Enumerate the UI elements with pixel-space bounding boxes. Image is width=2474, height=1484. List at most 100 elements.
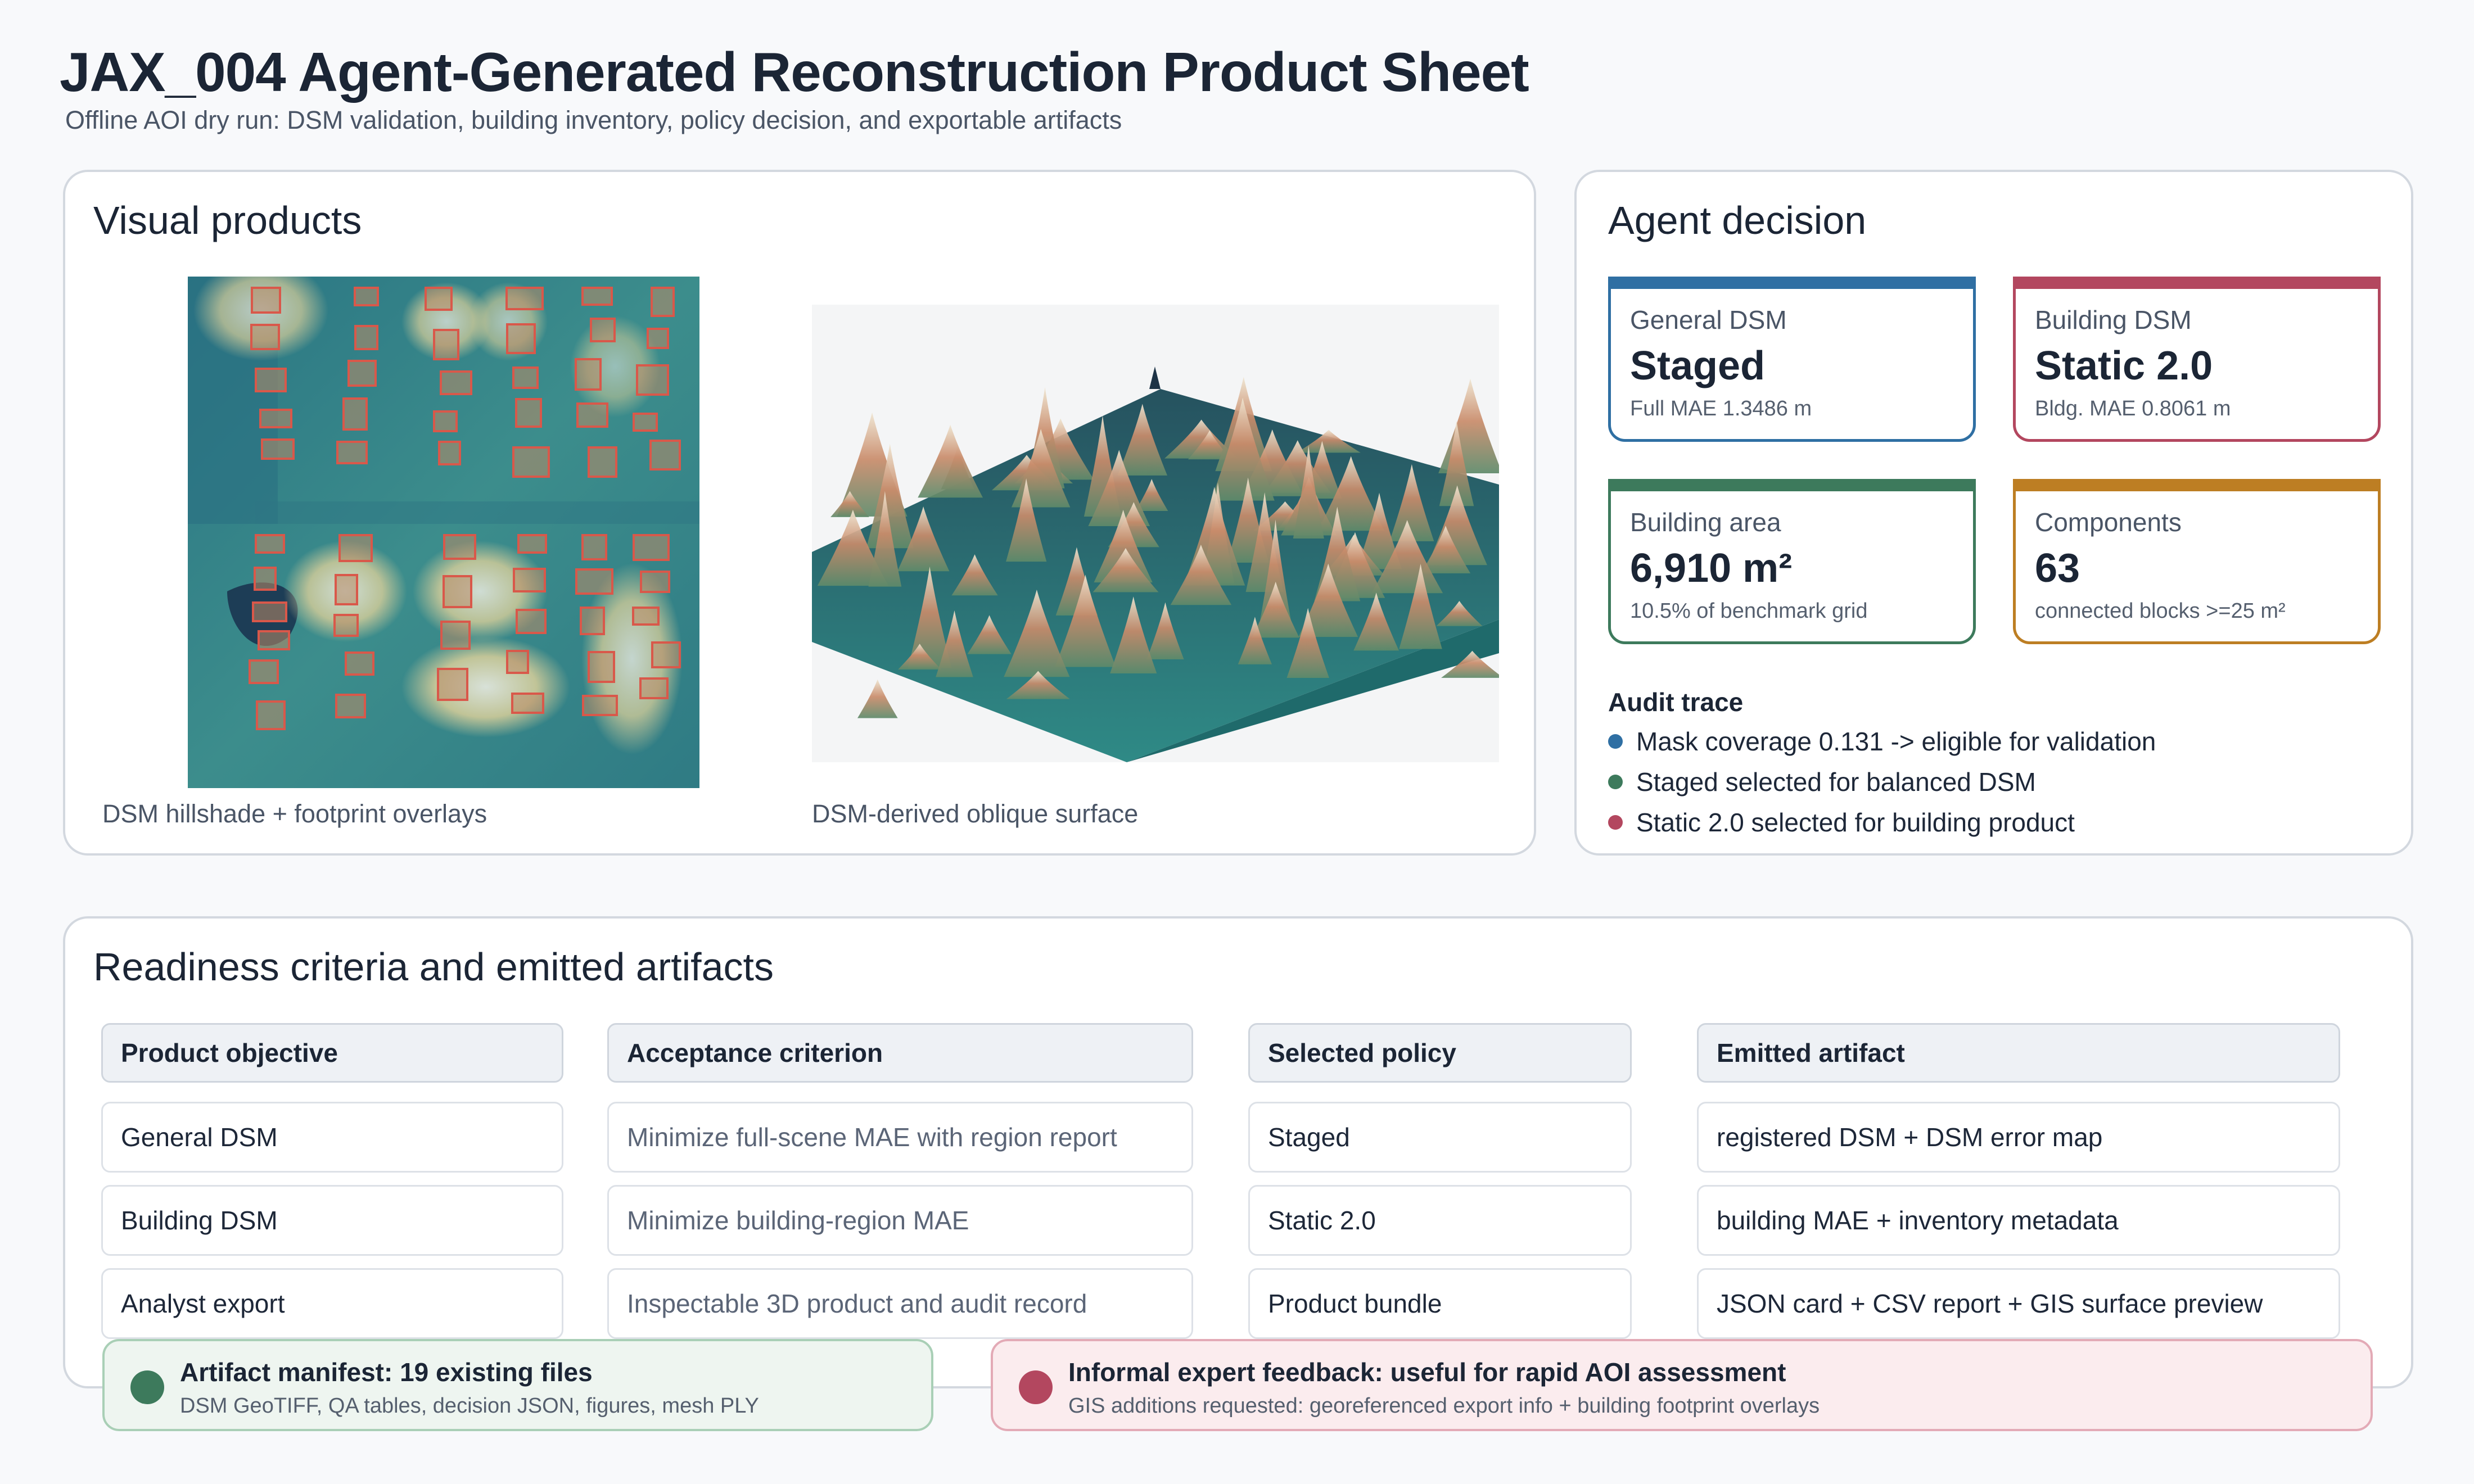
terrain-peak (1188, 430, 1231, 460)
building-footprint (345, 651, 374, 676)
building-footprint (636, 364, 669, 396)
building-footprint (443, 575, 472, 608)
building-footprint (440, 370, 472, 395)
hillshade-caption: DSM hillshade + footprint overlays (102, 799, 487, 828)
table-cell: Analyst export (101, 1268, 563, 1339)
building-footprint (249, 659, 279, 684)
building-footprint (254, 567, 277, 591)
terrain-peak (936, 610, 973, 677)
building-footprint (335, 574, 358, 605)
general-dsm-card: General DSM Staged Full MAE 1.3486 m (1608, 277, 1976, 442)
audit-item-text: Mask coverage 0.131 -> eligible for vali… (1636, 727, 2156, 756)
building-footprint (576, 402, 608, 428)
table-cell: Static 2.0 (1248, 1185, 1632, 1256)
terrain-peak (918, 424, 983, 498)
building-footprint (513, 568, 546, 592)
terrain-peak (1170, 545, 1232, 605)
terrain-peak (1317, 456, 1385, 531)
building-footprint (433, 329, 459, 360)
card-label: Components (2035, 508, 2182, 537)
building-footprint (255, 534, 285, 554)
terrain-peak (1439, 420, 1474, 506)
building-footprint (342, 397, 368, 431)
building-footprint (506, 323, 536, 354)
table-cell: General DSM (101, 1102, 563, 1173)
terrain-peak (1092, 548, 1159, 592)
building-footprint (433, 410, 458, 432)
manifest-title: Artifact manifest: 19 existing files (180, 1358, 593, 1387)
bullet-dot-icon (1608, 775, 1623, 789)
terrain-peak (1298, 563, 1358, 637)
bullet-dot-icon (1608, 815, 1623, 830)
card-note: Bldg. MAE 0.8061 m (2035, 397, 2231, 420)
building-footprint (261, 438, 295, 460)
building-footprint (581, 534, 607, 560)
building-footprint (347, 360, 377, 387)
table-cell: Product bundle (1248, 1268, 1632, 1339)
audit-item: Mask coverage 0.131 -> eligible for vali… (1608, 726, 2156, 757)
building-footprint (647, 328, 669, 349)
building-footprint (354, 325, 378, 350)
building-footprint (633, 534, 670, 561)
table-cell: JSON card + CSV report + GIS surface pre… (1697, 1268, 2340, 1339)
building-footprint (632, 607, 660, 626)
terrain-peak (967, 615, 1012, 654)
building-footprint (440, 621, 471, 650)
hillshade-graphic (188, 277, 699, 788)
building-footprint (259, 409, 292, 428)
building-footprint (651, 287, 675, 317)
card-label: General DSM (1630, 305, 1787, 334)
building-footprint (336, 441, 368, 464)
terrain-peak (1006, 478, 1047, 562)
readiness-title: Readiness criteria and emitted artifacts (93, 945, 774, 989)
terrain-peak (1293, 445, 1324, 539)
building-footprint (575, 568, 613, 595)
terrain-peak (1146, 602, 1184, 660)
building-footprint (333, 614, 359, 637)
building-footprint (588, 446, 617, 478)
building-footprint (580, 607, 605, 635)
terrain-peak (1420, 526, 1471, 573)
status-dot-icon (130, 1370, 164, 1404)
terrain-peak (1438, 378, 1499, 473)
oblique-surface-graphic (812, 367, 1499, 762)
table-cell: Inspectable 3D product and audit record (607, 1268, 1193, 1339)
terrain-peak (1055, 574, 1116, 667)
building-footprint (640, 571, 670, 593)
building-footprint (581, 287, 613, 306)
feedback-title: Informal expert feedback: useful for rap… (1068, 1358, 1786, 1387)
building-footprint (255, 368, 287, 392)
oblique-caption: DSM-derived oblique surface (812, 799, 1139, 828)
card-value: 6,910 m² (1630, 546, 1793, 591)
audit-item-text: Static 2.0 selected for building product (1636, 808, 2075, 837)
card-label: Building DSM (2035, 305, 2192, 334)
terrain-peak (1117, 404, 1168, 476)
terrain-peak (1436, 601, 1483, 626)
card-note: connected blocks >=25 m² (2035, 599, 2286, 623)
table-cell: registered DSM + DSM error map (1697, 1102, 2340, 1173)
building-footprint (582, 695, 618, 716)
building-footprint (575, 358, 602, 391)
terrain-peak (1357, 492, 1402, 569)
building-footprint (515, 398, 542, 428)
visual-products-panel: Visual products (63, 170, 1536, 856)
building-footprint (251, 287, 281, 314)
terrain-peak (908, 566, 952, 668)
terrain-peak (1006, 671, 1070, 699)
bullet-dot-icon (1608, 734, 1623, 749)
building-footprint (633, 413, 658, 432)
building-footprint (438, 441, 461, 465)
building-footprint (651, 641, 681, 668)
table-cell: Staged (1248, 1102, 1632, 1173)
column-header: Acceptance criterion (607, 1023, 1193, 1083)
terrain-peak (1353, 592, 1399, 651)
building-footprint (639, 677, 669, 699)
terrain-peak (1441, 650, 1499, 678)
agent-decision-title: Agent decision (1608, 198, 1867, 242)
components-card: Components 63 connected blocks >=25 m² (2013, 479, 2381, 644)
building-footprint (354, 287, 379, 306)
building-footprint (512, 367, 539, 389)
building-footprint (505, 287, 544, 310)
building-footprint (258, 630, 290, 650)
card-value: Static 2.0 (2035, 343, 2213, 388)
